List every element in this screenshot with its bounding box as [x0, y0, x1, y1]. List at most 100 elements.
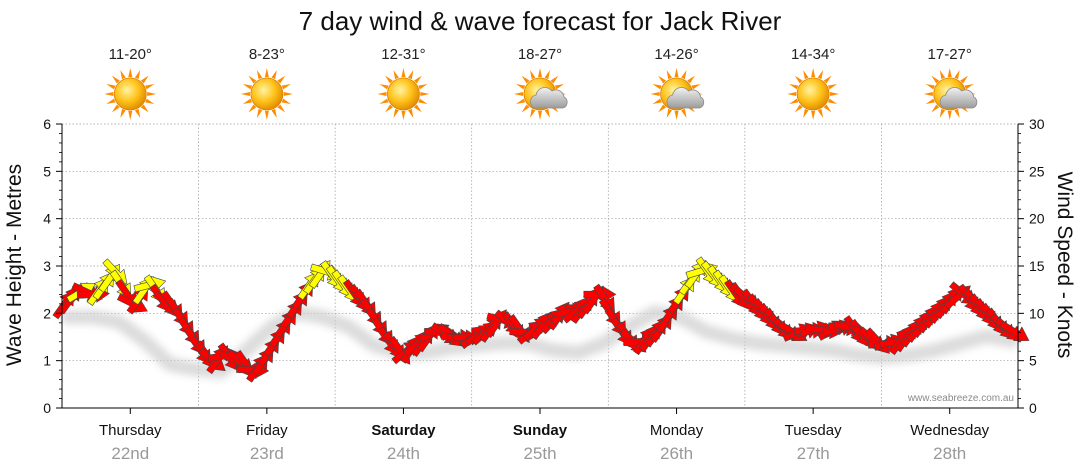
sun-ray: [658, 75, 667, 84]
temperature-range: 12-31°: [381, 46, 425, 63]
sun-ray: [960, 75, 969, 84]
right-tick-label: 25: [1029, 163, 1045, 179]
sun-ray: [413, 104, 422, 113]
left-axis-title: Wave Height - Metres: [3, 164, 26, 366]
sun-ray: [401, 110, 406, 120]
sun-ray: [413, 75, 422, 84]
sun-ray: [256, 69, 263, 80]
right-tick-label: 20: [1029, 211, 1045, 227]
day-name: Wednesday: [910, 422, 989, 439]
day-date: 27th: [797, 444, 830, 463]
sun-ray: [514, 91, 524, 97]
left-tick-label: 2: [43, 305, 51, 321]
left-tick-label: 3: [43, 258, 51, 274]
sun-ray: [939, 108, 946, 119]
sun-disc: [796, 77, 830, 111]
sun-ray: [271, 108, 277, 119]
temperature-range: 14-26°: [654, 46, 698, 63]
sun-cloud-icon: [923, 68, 978, 120]
sun-ray: [248, 75, 257, 84]
sun-disc: [113, 77, 147, 111]
sun-ray: [947, 110, 952, 120]
sun-ray: [925, 84, 935, 90]
sun-icon: [104, 68, 157, 120]
sun-ray: [128, 68, 133, 78]
day-date: 24th: [387, 444, 420, 463]
sun-ray: [277, 104, 286, 113]
sun-icon: [787, 68, 840, 120]
sun-ray: [264, 68, 269, 78]
sun-ray: [418, 98, 428, 104]
sun-ray: [408, 69, 414, 80]
sun-ray: [691, 84, 701, 90]
cloud-icon: [530, 87, 568, 109]
sun-ray: [134, 69, 141, 80]
sun-ray: [515, 84, 526, 90]
sun-ray: [401, 68, 406, 78]
right-axis-title: Wind Speed - Knots: [1053, 172, 1076, 359]
sun-ray: [283, 91, 293, 97]
left-tick-label: 5: [43, 163, 51, 179]
sun-ray: [666, 69, 672, 80]
sun-ray: [931, 104, 940, 113]
sun-ray: [550, 75, 559, 84]
sun-ray: [145, 84, 155, 90]
cloud-icon: [939, 87, 978, 109]
temperature-range: 17-27°: [928, 46, 972, 63]
weather-icon-row: [104, 68, 978, 120]
day-name: Thursday: [99, 422, 162, 439]
sun-ray: [377, 91, 387, 97]
day-labels: Thursday 22nd Friday 23rd Saturday 24th Sunday…: [99, 408, 990, 463]
sun-ray: [687, 75, 695, 84]
sun-ray: [923, 91, 933, 97]
sun-ray: [134, 108, 141, 119]
sun-ray: [128, 110, 133, 120]
sun-ray: [817, 108, 824, 119]
sun-ray: [379, 84, 389, 90]
cloud-shape: [530, 87, 568, 109]
sun-ray: [827, 98, 838, 104]
sun-ray: [925, 98, 935, 104]
sun-ray: [674, 68, 679, 78]
left-tick-label: 4: [43, 211, 51, 227]
sun-ray: [931, 75, 940, 84]
sun-ray: [650, 91, 660, 97]
sun-ray: [652, 84, 662, 90]
sun-ray: [240, 91, 250, 97]
day-date: 28th: [933, 444, 966, 463]
sun-ray: [521, 75, 530, 84]
sun-ray: [120, 108, 126, 119]
sun-ray: [823, 75, 832, 84]
wave-height-shadow: [61, 305, 1019, 379]
cloud-icon: [666, 87, 705, 109]
sun-ray: [242, 84, 253, 90]
sun-ray: [666, 108, 672, 119]
sun-ray: [811, 68, 816, 78]
sun-ray: [544, 69, 550, 80]
left-tick-label: 1: [43, 353, 51, 369]
day-name: Tuesday: [785, 422, 842, 439]
day-name: Friday: [246, 422, 288, 439]
sun-icon: [377, 68, 430, 120]
sun-ray: [271, 69, 277, 80]
temperature-range: 18-27°: [518, 46, 562, 63]
left-tick-label: 0: [43, 400, 51, 416]
sun-ray: [281, 84, 291, 90]
sun-ray: [248, 104, 257, 113]
sun-ray: [794, 75, 803, 84]
sun-ray: [120, 69, 126, 80]
sun-ray: [111, 104, 120, 113]
wave-height-line: [61, 305, 1019, 379]
sun-cloud-icon: [650, 68, 705, 120]
sun-ray: [393, 69, 399, 80]
sun-ray: [939, 69, 946, 80]
day-name: Sunday: [513, 422, 568, 439]
sun-ray: [811, 110, 816, 120]
sun-ray: [823, 104, 832, 113]
sun-disc: [387, 77, 420, 111]
sun-ray: [554, 84, 565, 90]
sun-ray: [106, 98, 116, 104]
sun-ray: [544, 108, 550, 119]
sun-cloud-icon: [514, 68, 568, 120]
sun-ray: [385, 75, 393, 84]
